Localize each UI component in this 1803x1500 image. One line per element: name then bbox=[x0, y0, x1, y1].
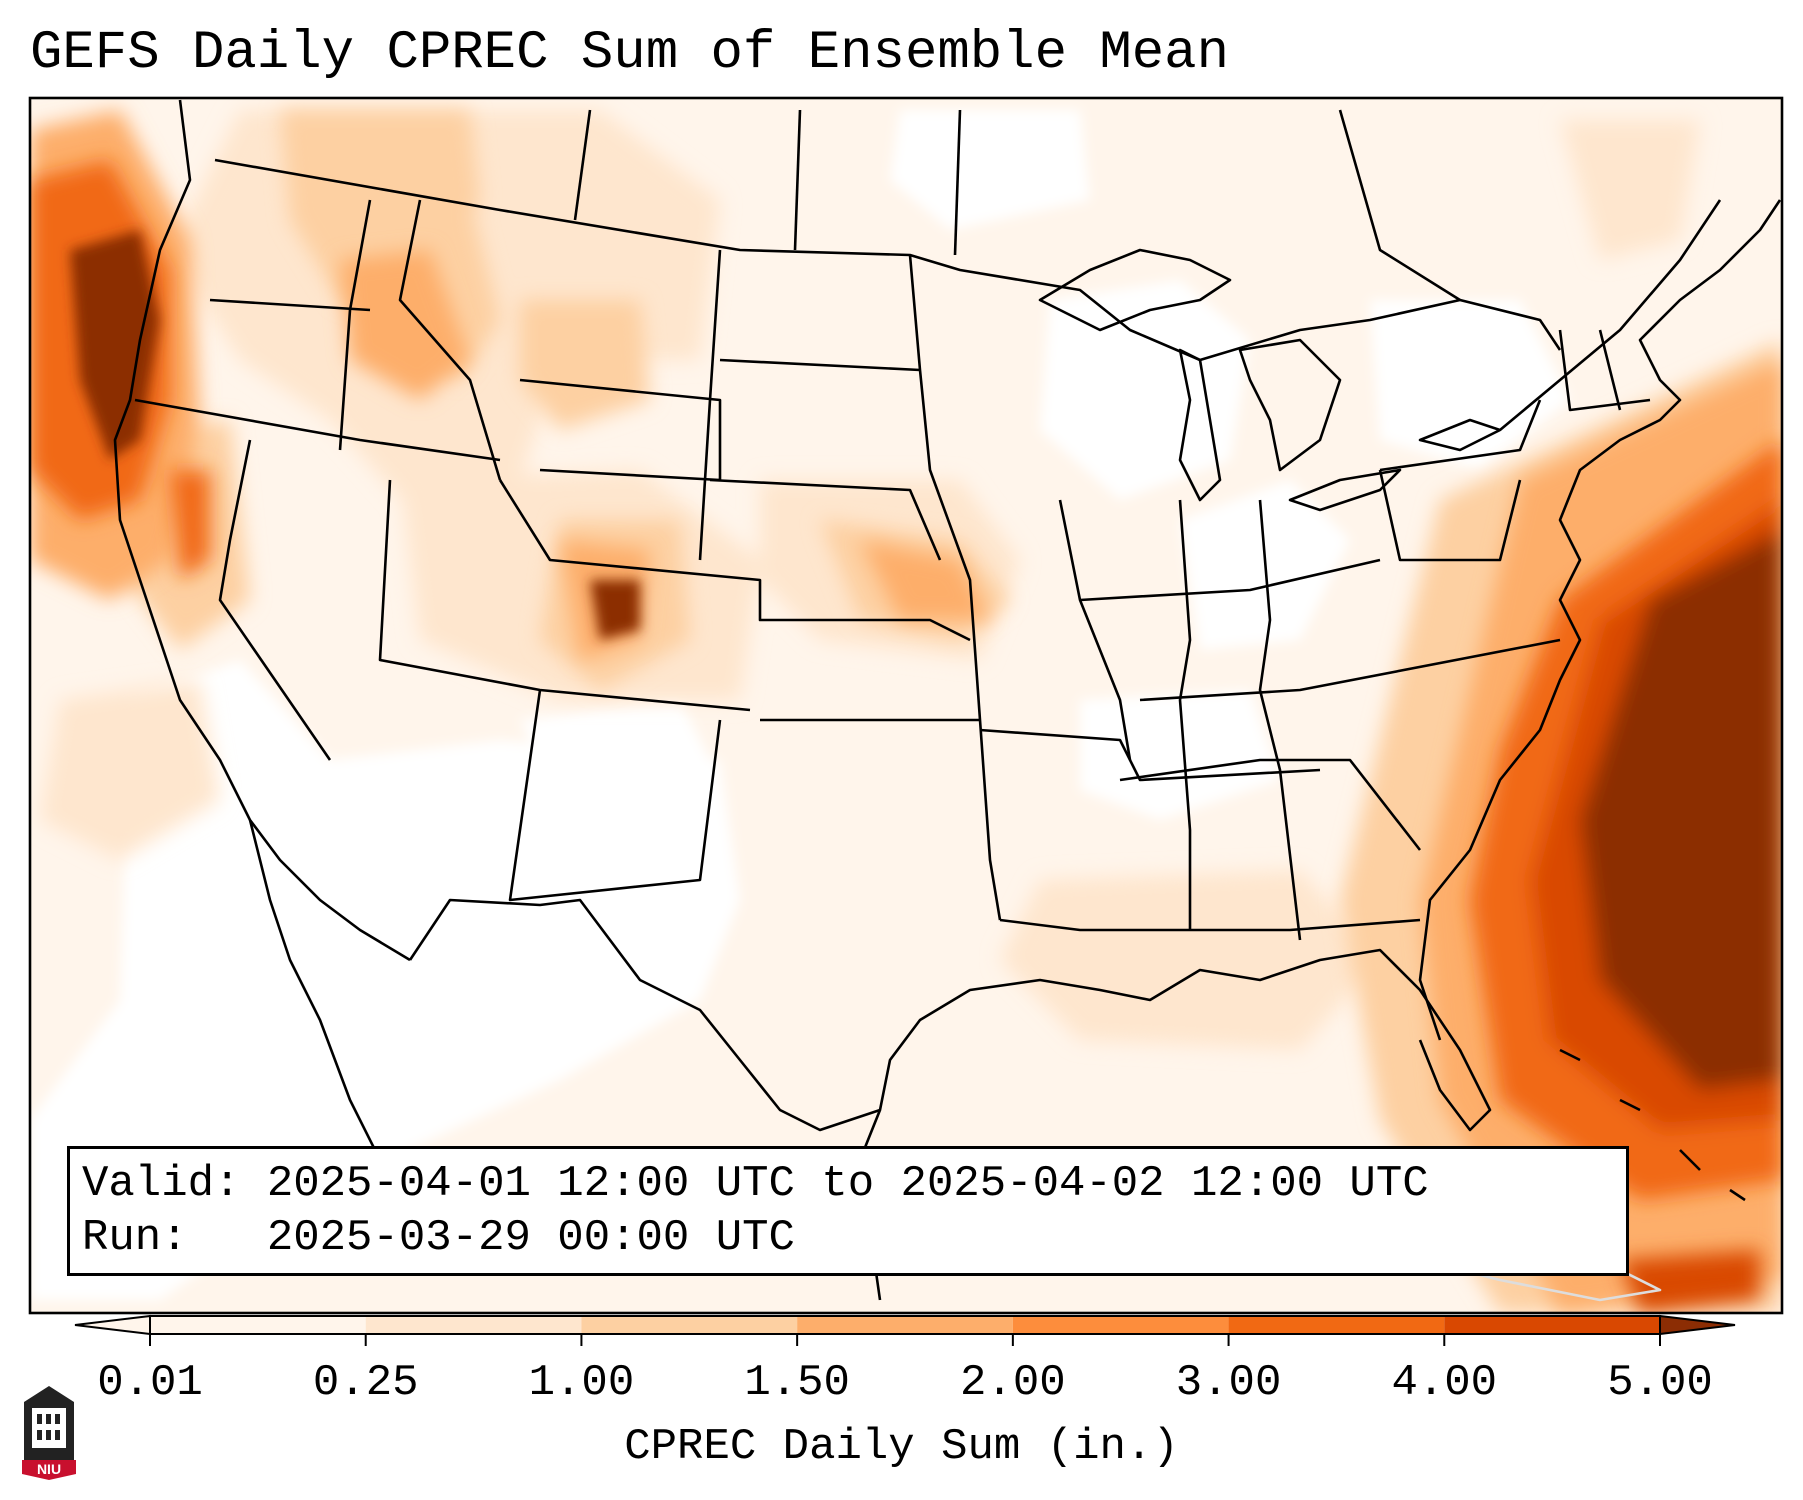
us-west-coast bbox=[113, 99, 411, 962]
colorbar-extend-high bbox=[1659, 1314, 1736, 1336]
max-precip-west bbox=[70, 230, 640, 640]
colorbar-label: CPREC Daily Sum (in.) bbox=[624, 1422, 1179, 1472]
run-text: 2025-03-29 00:00 UTC bbox=[266, 1213, 795, 1263]
niu-logo-text: NIU bbox=[37, 1461, 61, 1477]
colorbar-tick-label: 0.25 bbox=[312, 1358, 419, 1408]
colorbar-tick-label: 2.00 bbox=[960, 1358, 1066, 1408]
run-label: Run: bbox=[82, 1213, 188, 1263]
colorbar-cell bbox=[581, 1316, 798, 1334]
colorbar-cell bbox=[365, 1316, 582, 1334]
chart-title: GEFS Daily CPREC Sum of Ensemble Mean bbox=[30, 23, 1229, 84]
colorbar-tick-label: 1.50 bbox=[744, 1358, 850, 1408]
valid-text: 2025-04-01 12:00 UTC to 2025-04-02 12:00… bbox=[266, 1159, 1429, 1209]
colorbar-cell bbox=[150, 1316, 366, 1334]
colorbar-ticks bbox=[149, 1334, 1661, 1346]
lake-erie bbox=[1288, 468, 1402, 512]
map-outlines bbox=[113, 99, 1782, 1302]
lake-huron bbox=[1238, 338, 1342, 472]
colorbar-cell bbox=[1012, 1316, 1229, 1334]
colorbar-tick-label: 1.00 bbox=[528, 1358, 635, 1408]
gulf-coast bbox=[408, 898, 1492, 1132]
lake-michigan bbox=[1178, 348, 1222, 502]
colorbar-cell bbox=[797, 1316, 1013, 1334]
dry-areas bbox=[30, 110, 1570, 1300]
niu-logo: NIU bbox=[22, 1386, 76, 1480]
colorbar-cells bbox=[150, 1316, 1660, 1334]
colorbar-cell bbox=[1444, 1316, 1660, 1334]
colorbar-tick-label: 3.00 bbox=[1175, 1358, 1282, 1408]
valid-label: Valid: bbox=[82, 1159, 241, 1209]
colorbar-tick-label: 0.01 bbox=[97, 1358, 203, 1408]
colorbar-frame bbox=[149, 1315, 1661, 1335]
colorbar-tick-label: 5.00 bbox=[1607, 1358, 1713, 1408]
saint-lawrence bbox=[1499, 199, 1722, 431]
colorbar-extend-low bbox=[74, 1314, 151, 1336]
map-frame bbox=[28, 96, 1784, 1315]
valid-run-box: Valid: 2025-04-01 12:00 UTC to 2025-04-0… bbox=[67, 1146, 1629, 1276]
colorbar-tick-label: 4.00 bbox=[1391, 1358, 1498, 1408]
east-coast bbox=[1418, 199, 1782, 1041]
lake-superior bbox=[1038, 248, 1232, 332]
colorbar bbox=[74, 1314, 1736, 1346]
bahamas bbox=[1559, 1048, 1746, 1202]
colorbar-cell bbox=[1228, 1316, 1445, 1334]
atlantic-precip-core bbox=[1470, 440, 1782, 1313]
precip-field bbox=[30, 98, 1782, 1313]
